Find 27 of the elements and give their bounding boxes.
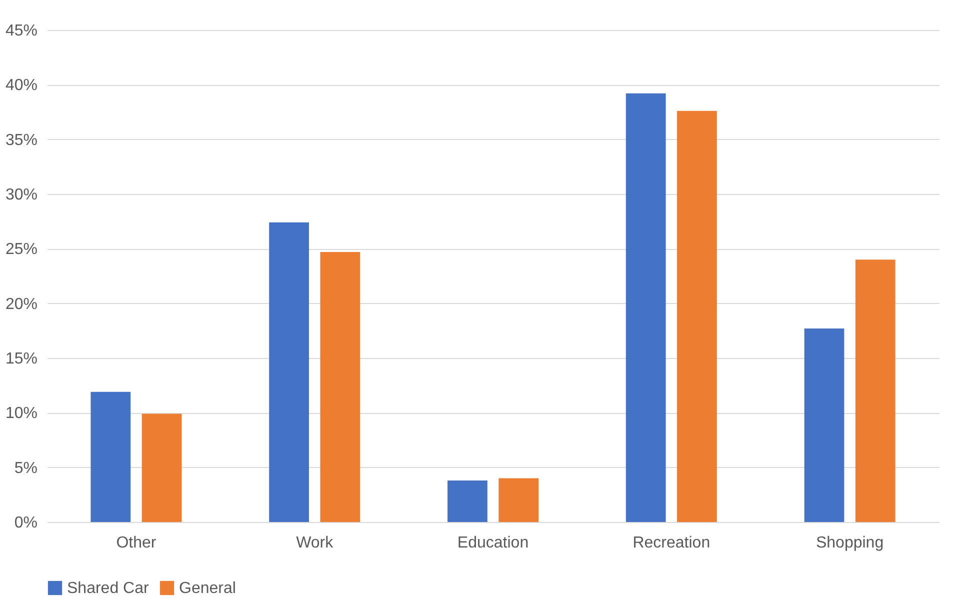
- y-tick-label: 40%: [5, 77, 38, 94]
- bar: [142, 414, 182, 522]
- y-tick-label: 20%: [5, 296, 38, 313]
- bar: [855, 260, 896, 522]
- bar: [804, 328, 844, 522]
- x-tick-label: Work: [296, 534, 334, 552]
- y-tick-label: 15%: [5, 350, 38, 368]
- bar: [448, 480, 488, 522]
- bar: [498, 478, 538, 522]
- x-tick-label: Education: [457, 534, 529, 552]
- y-tick-label: 35%: [5, 132, 38, 149]
- x-tick-label: Shopping: [816, 534, 884, 552]
- bar: [320, 252, 360, 522]
- y-tick-label: 45%: [5, 22, 38, 40]
- bar: [90, 392, 131, 522]
- y-tick-label: 5%: [14, 460, 38, 477]
- y-tick-label: 25%: [5, 241, 38, 258]
- x-tick-label: Recreation: [632, 534, 710, 552]
- legend-label: Shared Car: [67, 580, 150, 597]
- y-tick-label: 0%: [14, 514, 38, 532]
- bar: [677, 110, 717, 522]
- bar: [626, 93, 666, 522]
- x-tick-label: Other: [116, 534, 157, 552]
- legend-label: General: [179, 580, 236, 597]
- bar: [269, 222, 309, 522]
- y-tick-label: 10%: [5, 405, 38, 422]
- y-tick-label: 30%: [5, 186, 38, 204]
